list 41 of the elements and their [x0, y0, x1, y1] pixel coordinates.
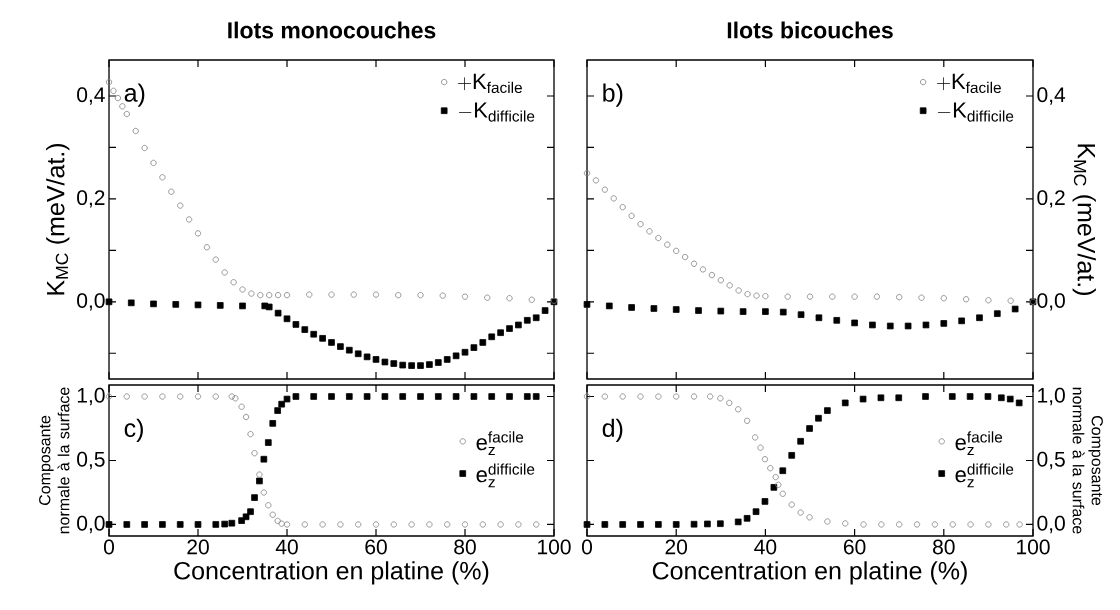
chart-title: Ilots monocouches [228, 21, 436, 39]
y-tick-label: 0,0 [77, 293, 105, 311]
annotation: a) [124, 83, 145, 107]
y-tick-label: 0,4 [1037, 87, 1066, 105]
y-axis-title: K$_{MC}$ (meV/at.) [46, 143, 70, 295]
legend-label: $\mathrm{+K}_{\mathrm{facile}}$ [458, 73, 522, 94]
chart-title: Ilots bicouches [727, 21, 893, 39]
annotation: c) [124, 418, 143, 442]
x-tick-label: 80 [454, 539, 476, 555]
y-axis-title: K$_{MC}$ (meV/at.) [1072, 144, 1096, 296]
x-axis-title: Concentration en platine (%) [652, 561, 967, 585]
y-tick-label: 0,0 [1037, 293, 1065, 311]
legend-label: $\mathrm{-K}_{\mathrm{difficile}}$ [458, 102, 535, 122]
y-tick-label: 0,5 [77, 451, 105, 470]
y2-axis-title: Composante normale à la surface [1072, 387, 1103, 534]
x-tick-label: 60 [843, 539, 866, 555]
y-tick-label: 1,0 [77, 387, 105, 406]
legend-label: $\mathrm{e}_{\mathrm{z}}^{\mathrm{difficile}}$ [476, 463, 535, 488]
legend-label: $\mathrm{-K}_{\mathrm{difficile}}$ [937, 102, 1014, 122]
y-tick-label: 0,4 [77, 87, 105, 105]
legend-label: $\mathrm{e}_{\mathrm{z}}^{\mathrm{facile}}$ [955, 431, 1003, 456]
y-tick-label: 0,0 [77, 515, 105, 534]
legend-label: $\mathrm{e}_{\mathrm{z}}^{\mathrm{difficile}}$ [955, 463, 1014, 488]
legend-label: $\mathrm{e}_{\mathrm{z}}^{\mathrm{facile}}$ [476, 431, 524, 456]
x-tick-label: 80 [933, 539, 955, 555]
y-axis-title: Composante normale à la surface [39, 387, 70, 534]
y-tick-label: 0,2 [77, 190, 105, 208]
x-tick-label: 100 [538, 539, 571, 555]
legend-label: $\mathrm{+K}_{\mathrm{facile}}$ [937, 73, 1001, 94]
x-tick-label: 0 [581, 539, 593, 555]
annotation: b) [603, 83, 623, 107]
x-tick-label: 40 [754, 539, 777, 555]
y-tick-label: 0,2 [1037, 190, 1065, 208]
x-tick-label: 60 [365, 539, 387, 555]
x-tick-label: 100 [1017, 539, 1050, 555]
x-tick-label: 20 [665, 539, 688, 555]
x-tick-label: 20 [187, 539, 209, 555]
x-tick-label: 40 [275, 539, 298, 555]
x-axis-title: Concentration en platine (%) [174, 561, 489, 585]
x-tick-label: 0 [103, 539, 115, 555]
annotation: d) [602, 418, 623, 442]
